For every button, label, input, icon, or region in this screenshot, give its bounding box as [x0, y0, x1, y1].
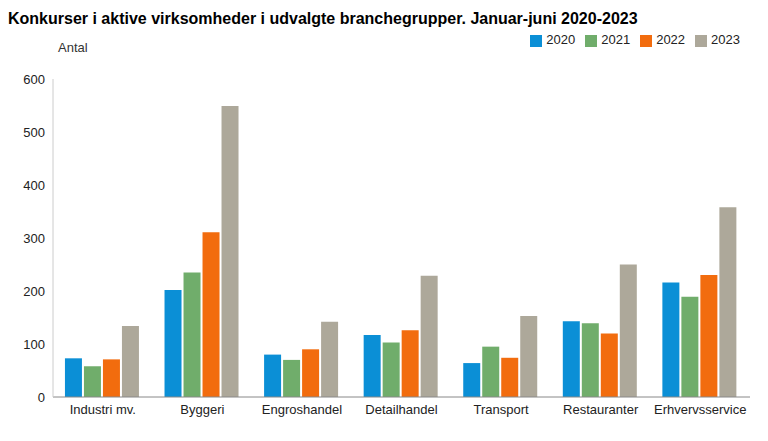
svg-text:Erhvervsservice: Erhvervsservice — [654, 402, 746, 417]
svg-text:Engroshandel: Engroshandel — [262, 402, 342, 417]
html-text:2020: 2020 — [546, 32, 576, 47]
svg-text:400: 400 — [23, 178, 45, 193]
svg-text:Industri mv.: Industri mv. — [70, 402, 136, 417]
svg-text:100: 100 — [23, 337, 45, 352]
svg-text:600: 600 — [23, 72, 45, 87]
svg-text:Transport: Transport — [473, 402, 529, 417]
svg-text:Detailhandel: Detailhandel — [365, 402, 437, 417]
html-text:2022: 2022 — [656, 32, 686, 47]
svg-text:500: 500 — [23, 125, 45, 140]
svg-text:Restauranter: Restauranter — [563, 402, 639, 417]
svg-text:300: 300 — [23, 231, 45, 246]
svg-text:200: 200 — [23, 284, 45, 299]
html-text:Antal: Antal — [58, 40, 88, 55]
svg-text:0: 0 — [38, 390, 45, 405]
svg-text:Byggeri: Byggeri — [180, 402, 224, 417]
html-text:Konkurser i aktive virksomhede: Konkurser i aktive virksomheder i udvalg… — [8, 10, 638, 27]
html-text:2021: 2021 — [601, 32, 631, 47]
html-text:2023: 2023 — [711, 32, 740, 47]
